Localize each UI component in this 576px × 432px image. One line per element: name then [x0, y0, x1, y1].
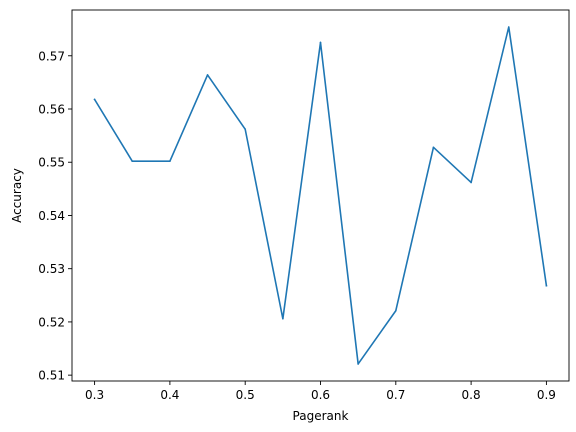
x-tick-label: 0.8: [462, 388, 481, 402]
data-point: [470, 181, 472, 184]
data-point: [432, 146, 435, 149]
data-point: [507, 26, 510, 28]
y-tick-label: 0.51: [38, 369, 65, 383]
data-point: [282, 317, 284, 320]
series-layer: [93, 26, 548, 365]
ticks-layer: 0.3 0.4 0.5 0.6 0.7 0.8 0.9 0.51 0.52 0.53 0.54 0.5…: [38, 49, 556, 402]
x-tick-label: 0.3: [85, 388, 104, 402]
y-tick-label: 0.56: [38, 103, 65, 117]
data-point: [93, 98, 96, 101]
y-tick-label: 0.52: [38, 315, 65, 329]
data-point: [206, 74, 209, 76]
y-tick-label: 0.55: [38, 156, 65, 170]
x-tick-label: 0.9: [537, 388, 556, 402]
x-tick-label: 0.4: [160, 388, 179, 402]
data-point: [319, 41, 322, 44]
data-point: [395, 309, 397, 312]
data-point: [169, 160, 171, 162]
x-tick-label: 0.6: [311, 388, 330, 402]
data-point: [545, 284, 548, 287]
y-tick-label: 0.53: [38, 262, 65, 276]
x-tick-label: 0.7: [386, 388, 405, 402]
x-axis-label: Pagerank: [293, 409, 349, 423]
y-tick-label: 0.54: [38, 209, 65, 223]
data-point: [244, 128, 246, 131]
data-point: [131, 160, 134, 162]
plot-frame: [71, 9, 570, 382]
y-axis-label: Accuracy: [10, 168, 24, 223]
data-point: [357, 363, 359, 365]
x-tick-label: 0.5: [236, 388, 255, 402]
y-tick-label: 0.57: [38, 49, 65, 63]
